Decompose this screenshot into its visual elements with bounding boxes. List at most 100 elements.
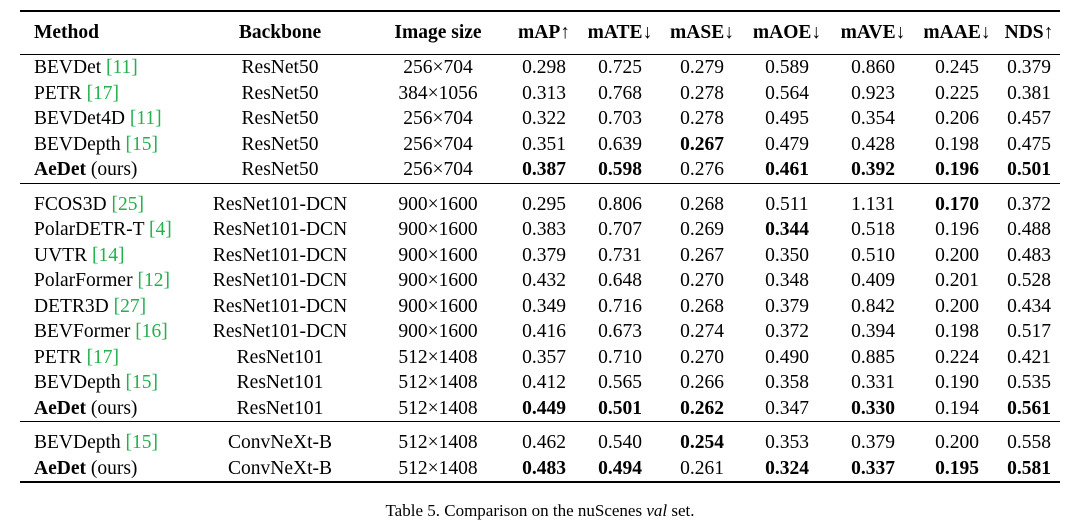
mase-cell: 0.261 [660,455,744,483]
citation-link[interactable]: [11] [106,57,138,78]
maae-cell: 0.170 [916,183,998,217]
header-maae: mAAE↓ [916,10,998,55]
mate-cell: 0.707 [598,219,642,240]
citation-link[interactable]: [11] [129,108,162,129]
comparison-table: Method Backbone Image size mAP↑ mATE↓ mA… [20,10,1060,483]
maoe-cell: 0.350 [765,244,809,266]
citation-link[interactable]: [15] [125,372,159,393]
citation-link[interactable]: [14] [91,244,125,266]
header-method: Method [20,10,192,55]
maae-cell: 0.198 [935,321,979,342]
nds-cell: 0.517 [1007,321,1051,342]
mate-cell: 0.565 [598,372,642,393]
mase-cell: 0.269 [680,219,724,240]
maae-cell: 0.196 [916,157,998,184]
method-cell: DETR3D [27] [20,294,192,320]
mave-cell: 0.409 [851,270,895,291]
backbone-cell: ResNet50 [241,133,319,155]
map-cell: 0.483 [508,455,580,483]
citation-link[interactable]: [15] [125,432,159,453]
citation-link[interactable]: [25] [111,193,145,215]
maae-cell: 0.195 [916,455,998,483]
maoe-cell: 0.344 [744,217,830,243]
image-size-cell: 384×1056 [398,82,478,104]
mate-cell: 0.731 [598,244,642,266]
image-size-cell: 256×704 [403,57,473,78]
mate-cell: 0.703 [598,108,642,129]
mase-cell: 0.266 [680,372,724,393]
header-row: Method Backbone Image size mAP↑ mATE↓ mA… [20,10,1060,55]
maae-cell: 0.200 [935,432,979,453]
method-name: UVTR [34,244,88,266]
maoe-cell: 0.348 [765,270,809,291]
maoe-cell: 0.379 [765,295,809,317]
citation-link[interactable]: [27] [113,295,147,317]
maae-cell: 0.198 [935,133,979,155]
method-cell: BEVDet [11] [20,55,192,81]
method-cell: AeDet (ours) [20,455,192,483]
table-row: BEVDepth [15] ResNet101 512×1408 0.412 0.565… [20,370,1060,396]
maae-cell: 0.190 [935,372,979,393]
image-size-cell: 512×1408 [368,455,508,483]
method-suffix: (ours) [90,159,138,180]
nds-cell: 0.558 [1007,432,1051,453]
maae-cell: 0.225 [935,82,979,104]
best-value: 0.483 [522,457,566,479]
header-nds: NDS↑ [998,10,1060,55]
maoe-cell: 0.589 [765,57,809,78]
maae-cell: 0.196 [935,219,979,240]
table-row: BEVFormer [16] ResNet101-DCN 900×1600 0.416… [20,319,1060,345]
mave-cell: 0.330 [830,395,916,422]
table-row: UVTR [14] ResNet101-DCN 900×1600 0.379 0.731… [20,243,1060,269]
citation-link[interactable]: [17] [86,82,120,104]
method-name: PolarFormer [34,270,133,291]
nds-cell: 0.483 [1007,244,1051,266]
nds-cell: 0.372 [1007,193,1051,215]
mate-cell: 0.494 [580,455,660,483]
table-row: BEVDet [11] ResNet50 256×704 0.298 0.725 0.27… [20,55,1060,81]
best-value: 0.344 [765,219,809,240]
image-size-cell: 256×704 [368,157,508,184]
backbone-cell: ConvNeXt-B [228,432,332,453]
image-size-cell: 900×1600 [398,193,478,215]
best-value: 0.501 [598,397,642,419]
citation-link[interactable]: [4] [149,219,172,240]
backbone-cell: ResNet101-DCN [212,295,348,317]
map-cell: 0.383 [522,219,566,240]
image-size-cell: 512×1408 [398,346,478,368]
nds-cell: 0.581 [998,455,1060,483]
header-maoe: mAOE↓ [744,10,830,55]
method-cell: BEVDepth [15] [20,422,192,456]
method-name: AeDet [34,457,86,479]
nds-cell: 0.457 [1007,108,1051,129]
maae-cell: 0.200 [935,244,979,266]
citation-link[interactable]: [12] [137,270,170,291]
table-row: AeDet (ours) ResNet50 256×704 0.387 0.598 0.2… [20,157,1060,184]
nds-cell: 0.501 [998,157,1060,184]
maae-cell: 0.245 [935,57,979,78]
backbone-cell: ResNet101-DCN [212,244,348,266]
mate-cell: 0.768 [598,82,642,104]
best-value: 0.267 [680,133,724,155]
method-name: BEVDepth [34,432,121,453]
mate-cell: 0.806 [598,193,642,215]
maoe-cell: 0.324 [744,455,830,483]
image-size-cell: 900×1600 [398,270,478,291]
header-mase: mASE↓ [660,10,744,55]
method-cell: PETR [17] [20,345,192,371]
citation-link[interactable]: [15] [125,133,159,155]
best-value: 0.494 [598,457,642,479]
mase-cell: 0.278 [680,82,724,104]
nds-cell: 0.488 [1007,219,1051,240]
header-backbone: Backbone [192,10,368,55]
method-name: AeDet [34,397,86,419]
citation-link[interactable]: [17] [86,346,120,368]
maae-cell: 0.224 [935,346,979,368]
method-cell: FCOS3D [25] [20,183,192,217]
maae-cell: 0.206 [935,108,979,129]
image-size-cell: 512×1408 [368,395,508,422]
method-suffix: (ours) [90,397,138,419]
method-cell: BEVDepth [15] [20,370,192,396]
citation-link[interactable]: [16] [135,321,168,342]
mate-cell: 0.639 [598,133,642,155]
